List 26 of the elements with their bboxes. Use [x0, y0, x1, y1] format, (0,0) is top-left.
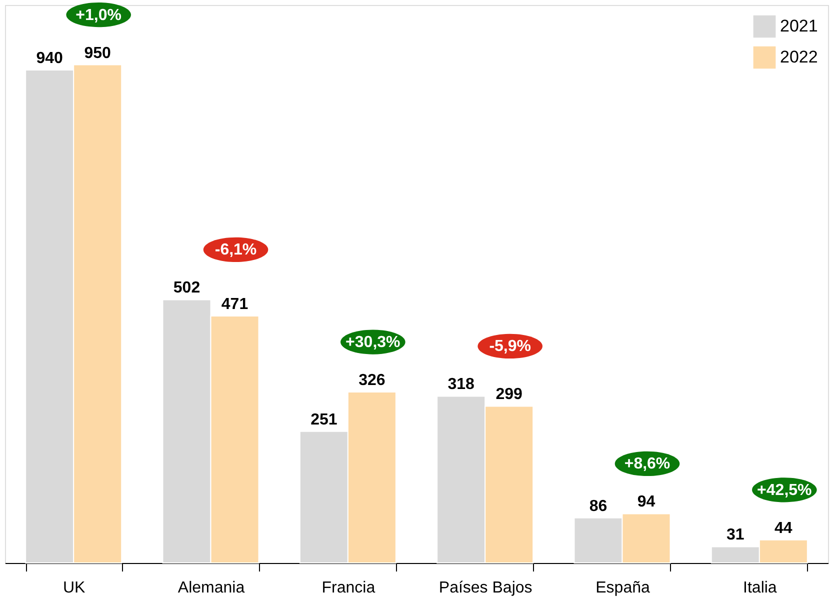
x-tick-label: Francia — [322, 580, 376, 596]
legend-label: 2022 — [780, 48, 818, 66]
annotation: -5,9% — [489, 338, 531, 356]
annotation: +42,5% — [757, 482, 812, 499]
annotation: +1,0% — [76, 6, 122, 24]
data-label: 940 — [36, 50, 64, 68]
data-label: 44 — [774, 520, 792, 537]
data-label: 950 — [84, 44, 112, 62]
annotation: -6,1% — [214, 242, 257, 259]
data-label: 94 — [637, 494, 656, 511]
data-label: 471 — [221, 296, 248, 313]
data-label: 251 — [310, 411, 338, 428]
data-label: 299 — [496, 386, 523, 404]
annotation: +8,6% — [624, 456, 670, 473]
x-tick-label: España — [596, 580, 650, 596]
legend-label: 2021 — [780, 16, 818, 36]
data-label: 86 — [589, 498, 608, 515]
x-tick-label: UK — [62, 580, 86, 596]
x-tick-label: Alemania — [178, 580, 245, 596]
data-label: 31 — [726, 526, 744, 544]
x-tick-label: Italia — [743, 580, 777, 596]
data-label: 502 — [173, 280, 200, 297]
annotation: +30,3% — [346, 334, 400, 352]
x-tick-label: Países Bajos — [438, 580, 532, 596]
data-label: 326 — [358, 372, 386, 390]
data-label: 318 — [448, 376, 475, 394]
